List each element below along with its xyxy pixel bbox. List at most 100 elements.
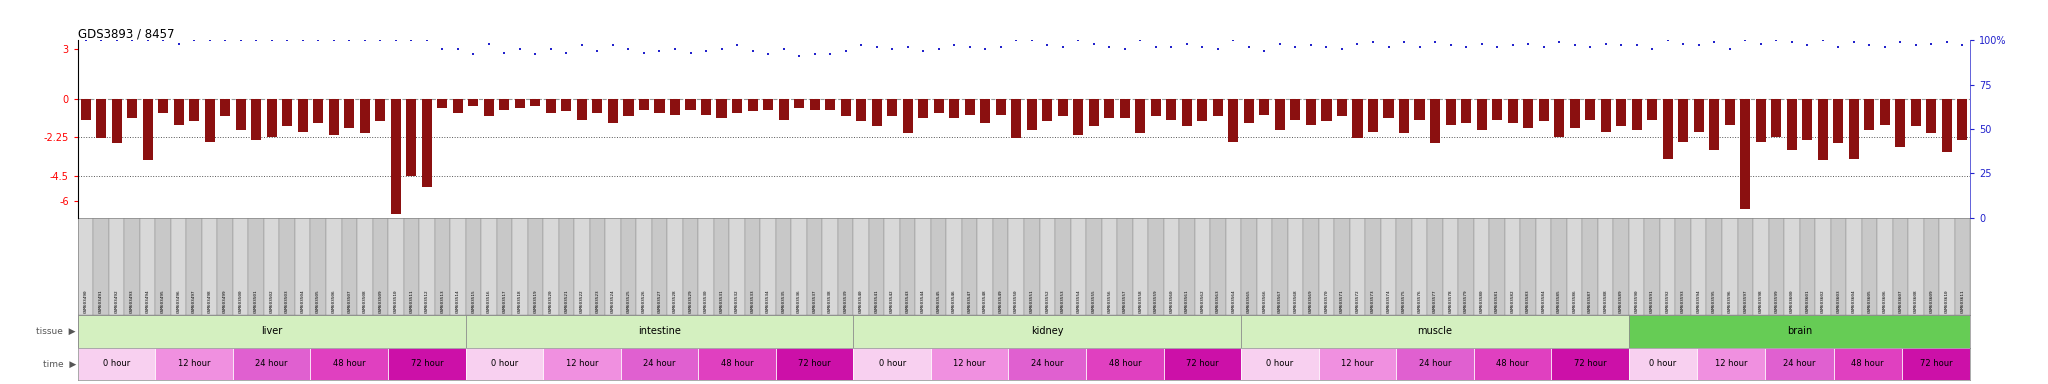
Text: GSM603550: GSM603550	[1014, 290, 1018, 313]
Bar	[1675, 218, 1692, 315]
Bar	[1958, 99, 1968, 140]
Text: GSM603535: GSM603535	[782, 290, 786, 313]
Point	[379, 37, 412, 43]
Text: GSM603539: GSM603539	[844, 290, 848, 313]
Bar	[1241, 218, 1257, 315]
Point	[735, 48, 768, 54]
Text: GSM603565: GSM603565	[1247, 290, 1251, 313]
Bar	[948, 99, 958, 118]
Bar	[78, 315, 465, 348]
Point	[1311, 44, 1343, 50]
Bar	[1071, 218, 1085, 315]
Text: GSM603611: GSM603611	[1960, 290, 1964, 313]
Text: GSM603601: GSM603601	[1804, 290, 1808, 313]
Bar	[1507, 99, 1518, 123]
Bar	[1505, 218, 1520, 315]
Point	[209, 37, 242, 43]
Text: GSM603520: GSM603520	[549, 290, 553, 313]
Bar	[1616, 99, 1626, 126]
Text: GSM603563: GSM603563	[1217, 290, 1221, 313]
Bar	[543, 348, 621, 380]
Text: GSM603581: GSM603581	[1495, 290, 1499, 313]
Bar	[406, 99, 416, 175]
Point	[1714, 46, 1747, 52]
Bar	[252, 99, 262, 140]
Bar	[188, 99, 199, 121]
Bar	[156, 348, 233, 380]
Point	[301, 37, 334, 43]
Text: GSM603514: GSM603514	[457, 290, 461, 313]
Point	[799, 51, 831, 57]
Bar	[1399, 99, 1409, 133]
Bar	[205, 99, 215, 142]
Point	[659, 46, 692, 52]
Bar	[915, 218, 932, 315]
Bar	[1765, 348, 1833, 380]
Text: GSM603587: GSM603587	[1587, 290, 1591, 313]
Bar	[1614, 218, 1628, 315]
Bar	[1597, 218, 1614, 315]
Bar	[1909, 218, 1923, 315]
Bar	[264, 218, 279, 315]
Bar	[1698, 348, 1765, 380]
Bar	[621, 348, 698, 380]
Text: 0 hour: 0 hour	[492, 359, 518, 368]
Bar	[1116, 218, 1133, 315]
Text: GSM603606: GSM603606	[1882, 290, 1886, 313]
Text: 48 hour: 48 hour	[1851, 359, 1884, 368]
Bar	[578, 99, 588, 120]
Text: GSM603552: GSM603552	[1044, 290, 1049, 313]
Point	[457, 51, 489, 57]
Point	[1481, 44, 1513, 50]
Point	[348, 37, 381, 43]
Text: GSM603608: GSM603608	[1915, 290, 1917, 313]
Text: GSM603599: GSM603599	[1774, 290, 1778, 313]
Bar	[561, 99, 571, 111]
Bar	[731, 99, 741, 113]
Point	[1155, 44, 1188, 50]
Bar	[1694, 99, 1704, 131]
Point	[162, 41, 195, 47]
Bar	[500, 99, 510, 109]
Bar	[1384, 99, 1393, 118]
Text: GSM603593: GSM603593	[1681, 290, 1686, 313]
Bar	[606, 218, 621, 315]
Bar	[1366, 218, 1380, 315]
Text: brain: brain	[1788, 326, 1812, 336]
Point	[1280, 44, 1313, 50]
Bar	[1772, 99, 1782, 137]
Bar	[311, 218, 326, 315]
Point	[1217, 37, 1249, 43]
Point	[1372, 44, 1405, 50]
Bar	[1489, 218, 1505, 315]
Bar	[356, 218, 373, 315]
Text: tissue  ▶: tissue ▶	[37, 327, 76, 336]
Bar	[868, 218, 885, 315]
Text: GSM603605: GSM603605	[1868, 290, 1872, 313]
Bar	[1567, 218, 1583, 315]
Text: GSM603553: GSM603553	[1061, 290, 1065, 313]
Bar	[918, 99, 928, 118]
Text: GSM603528: GSM603528	[674, 290, 678, 313]
Text: GSM603490: GSM603490	[84, 290, 88, 313]
Bar	[1411, 218, 1427, 315]
Point	[1931, 39, 1964, 45]
Point	[1341, 41, 1374, 47]
Bar	[313, 99, 324, 123]
Text: GSM603556: GSM603556	[1108, 290, 1112, 313]
Bar	[1319, 218, 1333, 315]
Text: GSM603610: GSM603610	[1946, 290, 1950, 313]
Point	[1511, 41, 1544, 47]
Bar	[854, 218, 868, 315]
Bar	[1229, 99, 1239, 142]
Bar	[809, 99, 819, 109]
Bar	[729, 218, 745, 315]
Bar	[1104, 99, 1114, 118]
Bar	[1055, 218, 1071, 315]
Bar	[1520, 218, 1536, 315]
Text: GSM603524: GSM603524	[610, 290, 614, 313]
Bar	[1276, 99, 1284, 130]
Bar	[1628, 218, 1645, 315]
Text: GSM603509: GSM603509	[379, 290, 383, 313]
Bar	[854, 348, 932, 380]
